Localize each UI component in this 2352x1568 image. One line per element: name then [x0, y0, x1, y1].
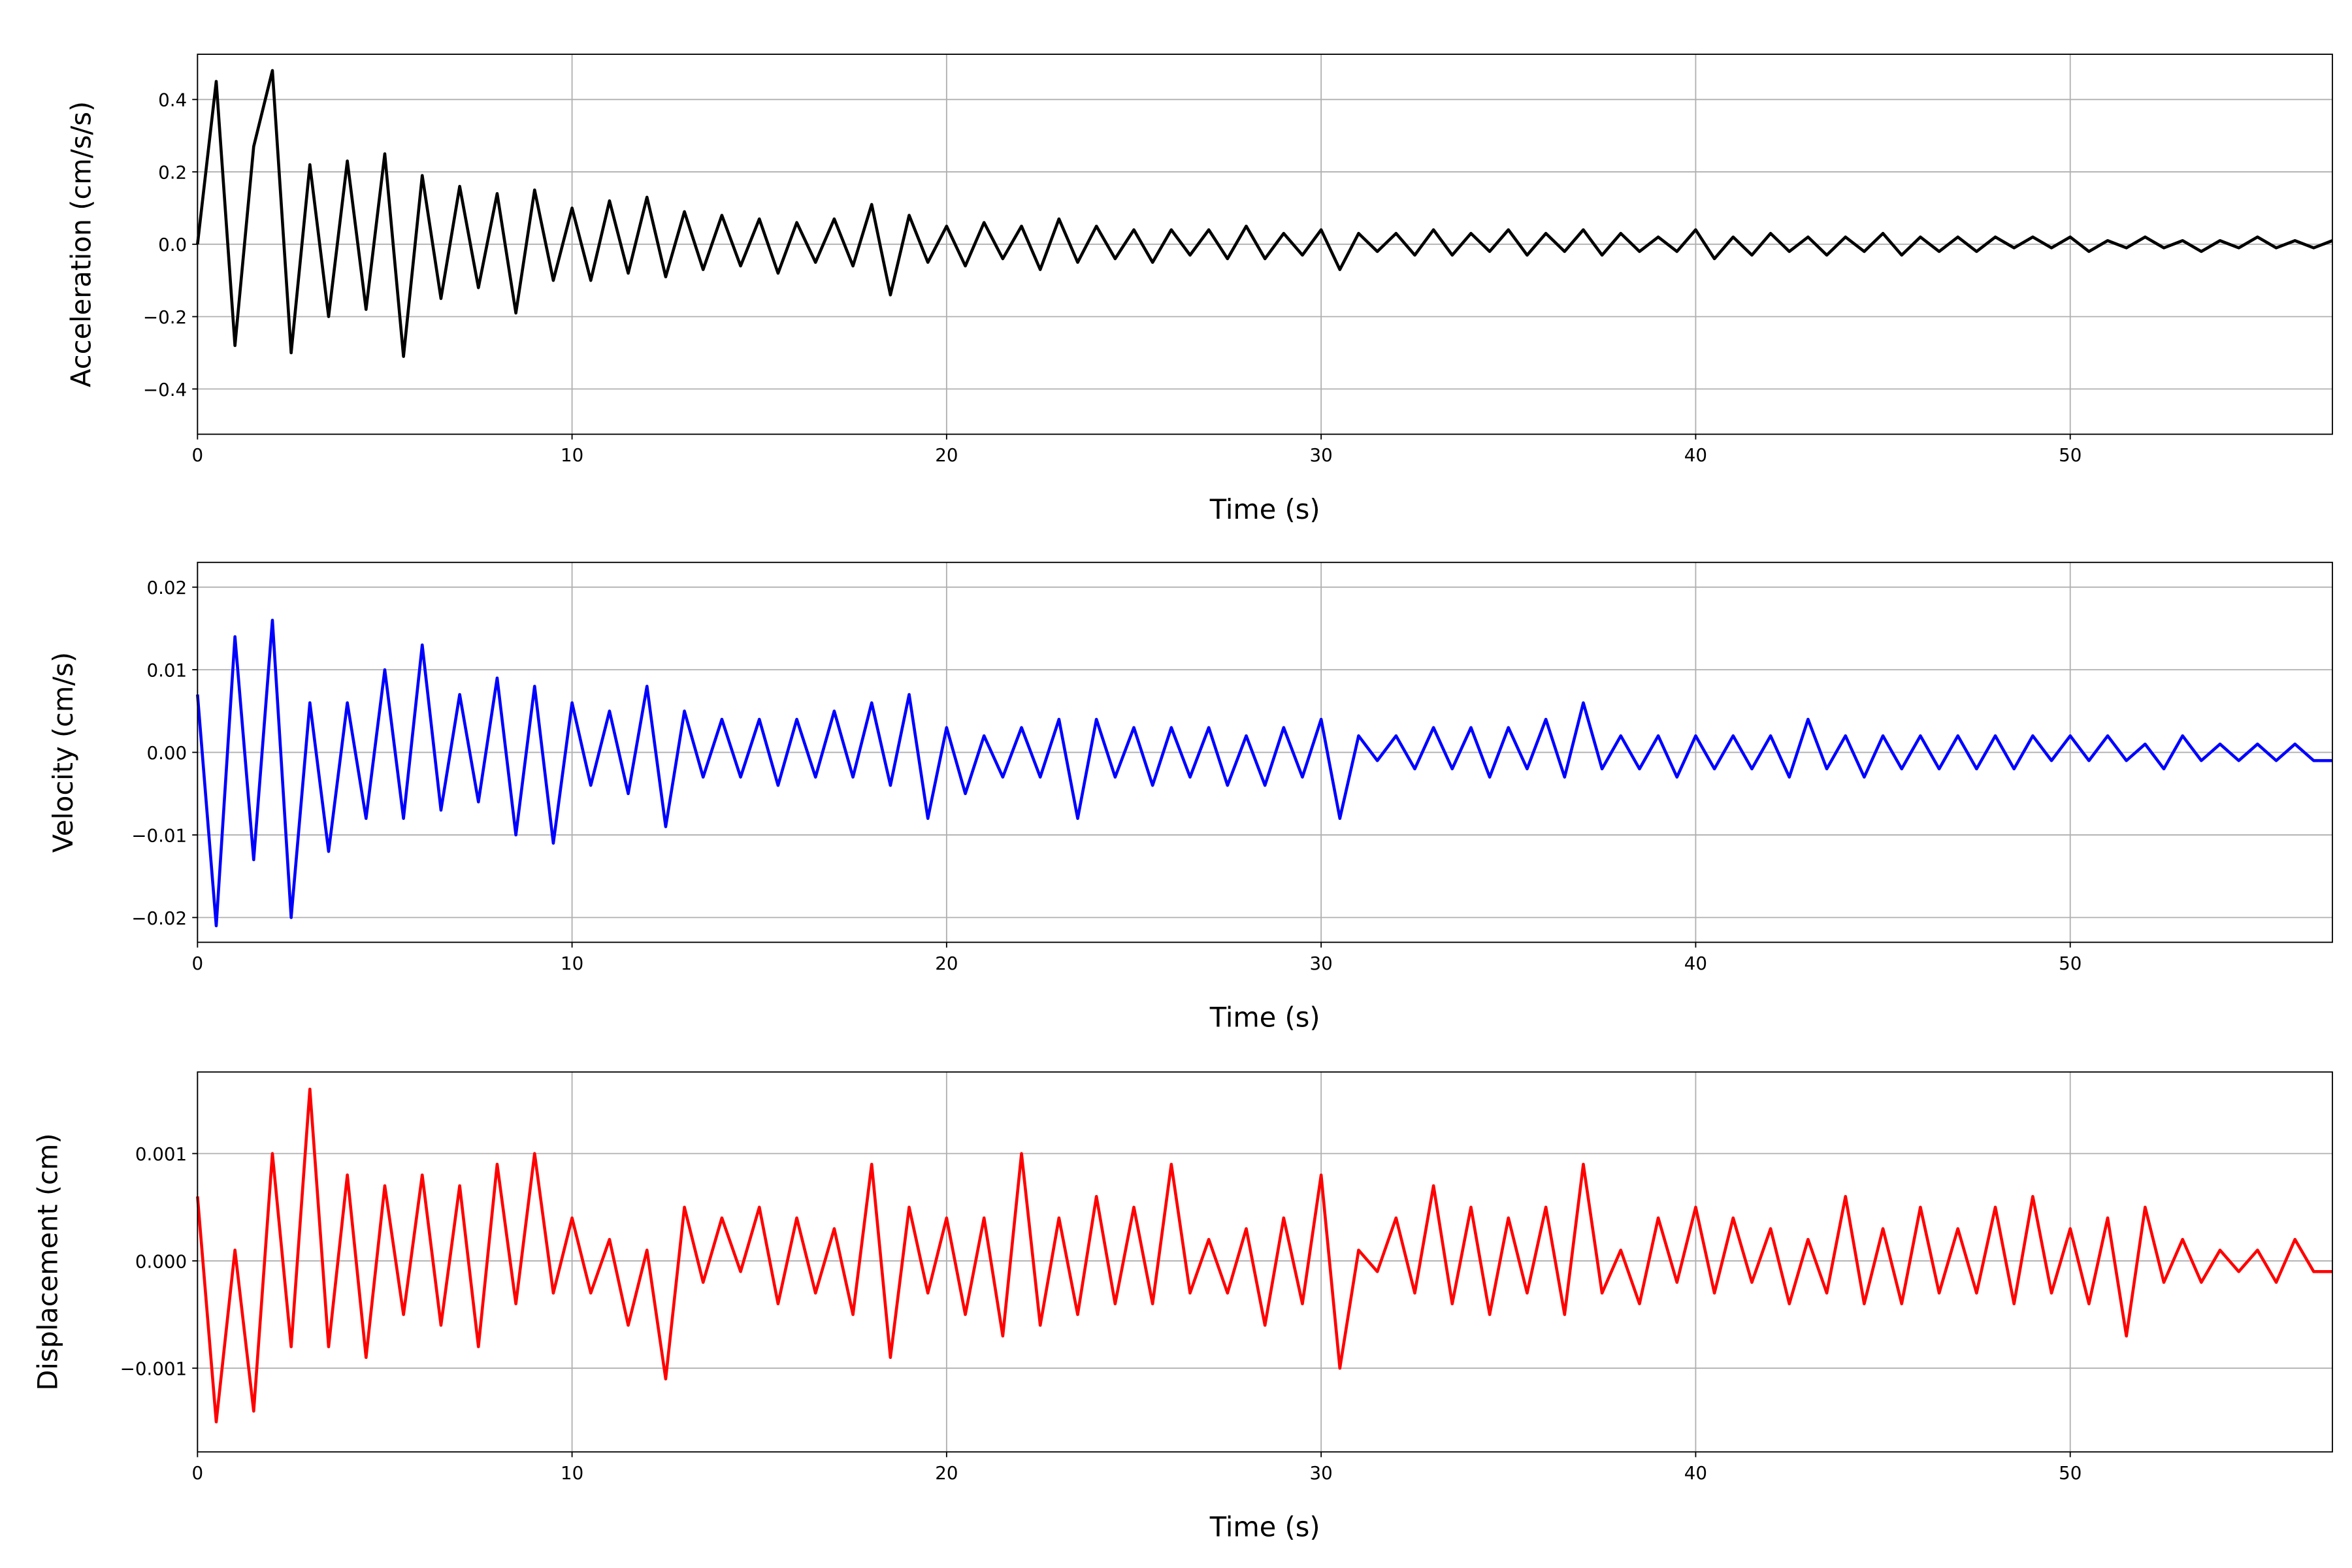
x-tick-label: 50	[2059, 953, 2082, 974]
y-axis-label: Velocity (cm/s)	[47, 652, 79, 853]
x-axis-label: Time (s)	[1209, 1511, 1320, 1543]
plot-frame	[197, 1071, 2333, 1453]
x-tick-label: 0	[191, 444, 203, 466]
y-tick-label: 0.01	[146, 660, 187, 681]
x-tick-label: 10	[561, 1462, 583, 1484]
y-tick-label: 0.00	[146, 742, 187, 764]
y-tick-label: 0.000	[135, 1250, 187, 1272]
y-tick-label: −0.4	[143, 379, 187, 400]
plot-frame	[197, 561, 2333, 943]
x-tick-label: 40	[1684, 1462, 1707, 1484]
x-tick-label: 0	[191, 953, 203, 974]
x-tick-label: 20	[935, 1462, 958, 1484]
x-tick-label: 40	[1684, 953, 1707, 974]
plot-frame	[197, 54, 2333, 435]
y-tick-label: 0.02	[146, 577, 187, 598]
data-line	[196, 618, 2332, 928]
x-tick-label: 10	[561, 444, 583, 466]
y-tick-label: −0.2	[143, 306, 187, 328]
x-tick-label: 20	[935, 444, 958, 466]
x-tick-label: 50	[2059, 444, 2082, 466]
x-tick-label: 50	[2059, 1462, 2082, 1484]
x-axis-label: Time (s)	[1209, 493, 1320, 525]
y-tick-label: −0.02	[131, 907, 187, 929]
x-tick-label: 10	[561, 953, 583, 974]
x-tick-label: 30	[1310, 953, 1333, 974]
y-tick-label: 0.0	[158, 234, 187, 255]
x-tick-label: 30	[1310, 444, 1333, 466]
y-axis-label: Acceleration (cm/s/s)	[65, 101, 97, 387]
x-axis-label: Time (s)	[1209, 1002, 1320, 1034]
data-line	[196, 69, 2333, 358]
y-tick-label: −0.001	[120, 1358, 187, 1380]
y-tick-label: 0.001	[135, 1143, 187, 1165]
y-tick-label: 0.4	[158, 90, 187, 111]
x-tick-label: 20	[935, 953, 958, 974]
y-axis-label: Displacement (cm)	[32, 1133, 64, 1390]
x-tick-label: 40	[1684, 444, 1707, 466]
y-tick-label: −0.01	[131, 825, 187, 846]
x-tick-label: 30	[1310, 1462, 1333, 1484]
y-tick-label: 0.2	[158, 161, 187, 183]
x-tick-label: 0	[191, 1462, 203, 1484]
data-line	[196, 1087, 2332, 1424]
